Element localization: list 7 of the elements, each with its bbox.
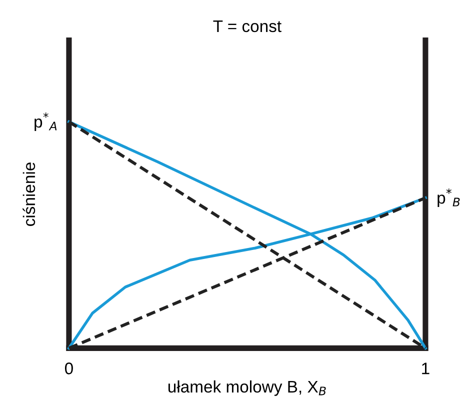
chart-title: T = const [213,20,282,32]
y-axis-title: ciśnienie [22,162,36,226]
x-tick-label: 0 [64,362,73,374]
annotation: p$^{*}$$_{B}$ [438,188,460,208]
x-tick-label: 1 [422,362,430,374]
x-axis-title: ułamek molowy B, X$_{B}$ [168,380,326,396]
annotation: p$^{*}$$_{A}$ [34,112,57,131]
